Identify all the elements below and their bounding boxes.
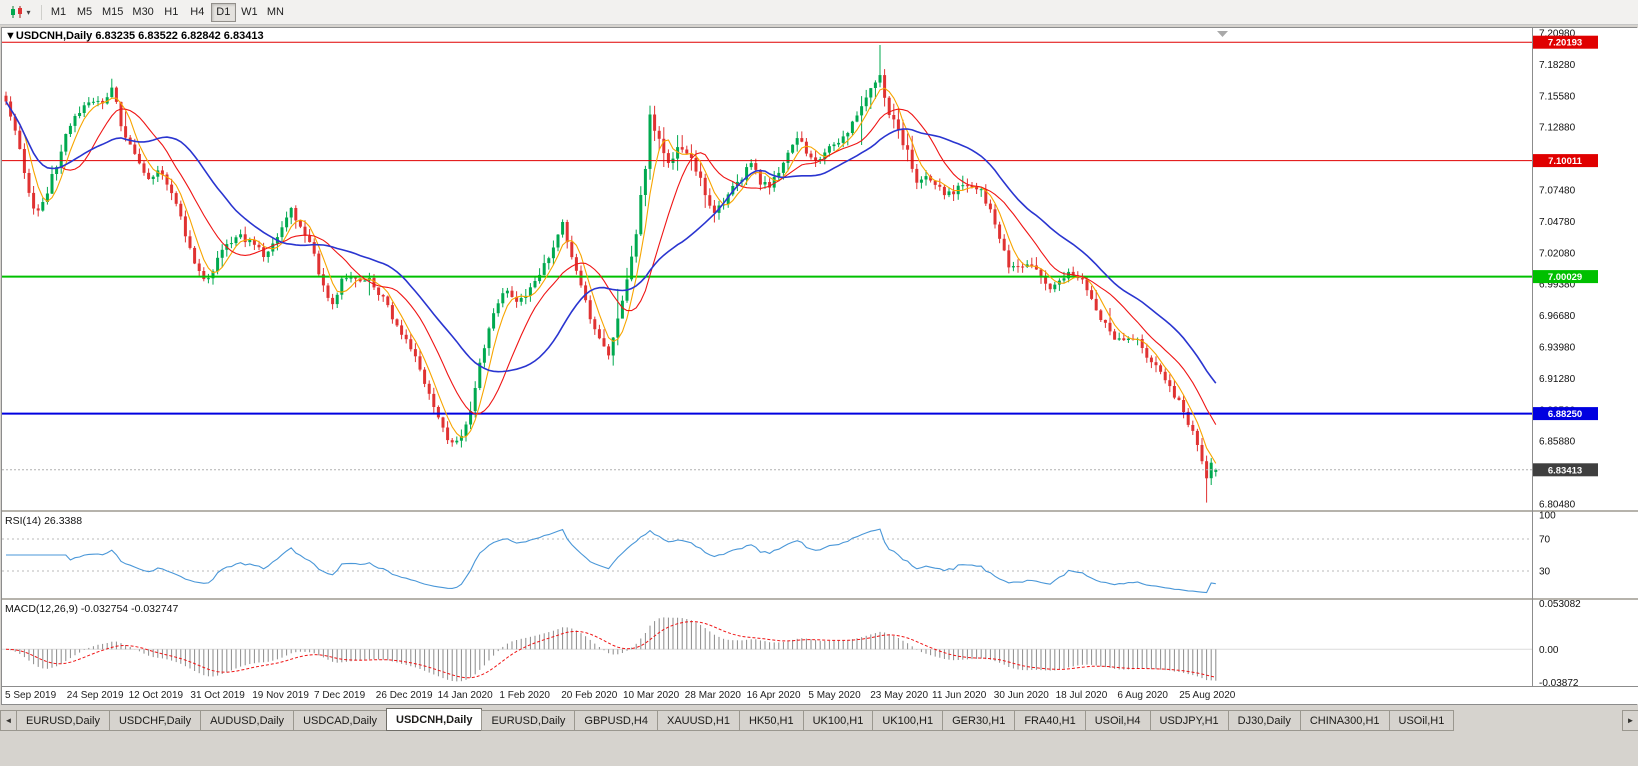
rsi-line — [6, 528, 1216, 594]
timeframe-w1-button[interactable]: W1 — [237, 3, 262, 22]
date-label: 28 Mar 2020 — [685, 690, 742, 701]
macd-tick-label: -0.03872 — [1539, 678, 1579, 689]
date-label: 14 Jan 2020 — [438, 690, 493, 701]
date-label: 7 Dec 2019 — [314, 690, 366, 701]
tab-uk100-h1[interactable]: UK100,H1 — [802, 710, 874, 731]
tab-hk50-h1[interactable]: HK50,H1 — [738, 710, 804, 731]
tab-ger30-h1[interactable]: GER30,H1 — [942, 710, 1016, 731]
date-label: 16 Apr 2020 — [747, 690, 801, 701]
date-label: 23 May 2020 — [870, 690, 928, 701]
price-tag: 7.00029 — [1533, 270, 1598, 283]
price-tick-label: 6.80480 — [1539, 499, 1576, 510]
macd-histogram — [10, 617, 1217, 682]
price-tick-label: 6.85880 — [1539, 437, 1576, 448]
date-label: 6 Aug 2020 — [1117, 690, 1168, 701]
tab-scroll-left-button[interactable]: ◄ — [0, 710, 17, 731]
dropdown-caret-icon: ▾ — [26, 7, 31, 17]
rsi-label: RSI(14) 26.3388 — [5, 515, 82, 527]
timeframe-buttons: M1 M5 M15 M30 H1 H4 D1 W1 MN — [46, 2, 288, 22]
timeframe-m5-button[interactable]: M5 — [72, 3, 97, 22]
rsi-tick-label: 30 — [1539, 567, 1551, 578]
macd-tick-label: 0.053082 — [1539, 599, 1581, 610]
tab-dj30-daily[interactable]: DJ30,Daily — [1227, 710, 1301, 731]
chart-type-button[interactable]: ▾ — [3, 2, 37, 22]
timeframe-h4-button[interactable]: H4 — [185, 3, 210, 22]
macd-label: MACD(12,26,9) -0.032754 -0.032747 — [5, 603, 179, 615]
price-tick-label: 7.20980 — [1539, 29, 1576, 40]
date-label: 25 Aug 2020 — [1179, 690, 1236, 701]
price-tag: 7.20193 — [1533, 35, 1598, 49]
timeframe-m15-button[interactable]: M15 — [98, 3, 127, 22]
price-tick-label: 7.02080 — [1539, 248, 1576, 259]
date-label: 20 Feb 2020 — [561, 690, 618, 701]
tab-china300-h1[interactable]: CHINA300,H1 — [1299, 710, 1390, 731]
tab-fra40-h1[interactable]: FRA40,H1 — [1014, 710, 1086, 731]
ma-26-line — [5, 101, 1217, 384]
rsi-tick-label: 70 — [1539, 535, 1551, 546]
svg-text:7.10011: 7.10011 — [1548, 156, 1583, 167]
ma-13-line — [5, 101, 1217, 425]
price-tick-label: 7.15580 — [1539, 91, 1576, 102]
timeframe-d1-button[interactable]: D1 — [210, 2, 236, 22]
symbol-tabbar: ◄ EURUSD,Daily USDCHF,Daily AUDUSD,Daily US… — [0, 705, 1638, 731]
tab-uk100-h1[interactable]: UK100,H1 — [872, 710, 944, 731]
date-label: 26 Dec 2019 — [376, 690, 433, 701]
price-tag: 6.83413 — [1533, 463, 1598, 476]
timeframe-m30-button[interactable]: M30 — [128, 3, 157, 22]
svg-text:7.00029: 7.00029 — [1548, 272, 1582, 283]
toolbar-separator — [41, 4, 42, 20]
date-label: 10 Mar 2020 — [623, 690, 680, 701]
macd-signal-line — [5, 621, 1216, 679]
price-tick-label: 7.04780 — [1539, 217, 1576, 228]
tab-xauusd-h1[interactable]: XAUUSD,H1 — [656, 710, 740, 731]
date-label: 30 Jun 2020 — [994, 690, 1049, 701]
date-label: 5 Sep 2019 — [5, 690, 57, 701]
date-label: 31 Oct 2019 — [190, 690, 245, 701]
tab-usdcnh-daily[interactable]: USDCNH,Daily — [386, 708, 483, 731]
price-tick-label: 6.96680 — [1539, 311, 1576, 322]
timeframe-mn-button[interactable]: MN — [263, 3, 288, 22]
candlestick-chart-icon — [11, 6, 23, 18]
tab-usoil-h1[interactable]: USOil,H1 — [1388, 710, 1455, 731]
tab-usoil-h4[interactable]: USOil,H4 — [1084, 710, 1151, 731]
shift-end-marker — [1217, 31, 1228, 37]
macd-tick-label: 0.00 — [1539, 645, 1559, 656]
tab-eurusd-daily[interactable]: EURUSD,Daily — [481, 710, 576, 731]
tab-eurusd-daily[interactable]: EURUSD,Daily — [16, 710, 110, 731]
rsi-tick-label: 100 — [1539, 511, 1556, 522]
tab-scroll-right-button[interactable]: ► — [1622, 710, 1638, 731]
ma-5-line — [5, 87, 1217, 464]
date-label: 5 May 2020 — [808, 690, 861, 701]
svg-text:6.83413: 6.83413 — [1548, 465, 1582, 476]
date-label: 19 Nov 2019 — [252, 690, 309, 701]
price-tick-label: 6.91280 — [1539, 374, 1576, 385]
price-tick-label: 6.99380 — [1539, 280, 1576, 291]
svg-text:6.88250: 6.88250 — [1548, 409, 1582, 420]
date-label: 18 Jul 2020 — [1056, 690, 1108, 701]
date-label: 1 Feb 2020 — [499, 690, 550, 701]
date-label: 24 Sep 2019 — [67, 690, 124, 701]
timeframe-h1-button[interactable]: H1 — [159, 3, 184, 22]
chart-window: 7.209807.182807.155807.128807.101807.074… — [1, 27, 1638, 705]
svg-text:7.20193: 7.20193 — [1548, 38, 1582, 49]
chart-title-overlay: ▼USDCNH,Daily 6.83235 6.83522 6.82842 6.… — [5, 30, 264, 42]
tab-usdchf-daily[interactable]: USDCHF,Daily — [108, 710, 202, 731]
tab-gbpusd-h4[interactable]: GBPUSD,H4 — [574, 710, 658, 731]
tab-audusd-daily[interactable]: AUDUSD,Daily — [200, 710, 295, 731]
price-tick-label: 7.12880 — [1539, 123, 1576, 134]
symbol-tabs: EURUSD,Daily USDCHF,Daily AUDUSD,Daily USDC… — [16, 708, 1455, 731]
price-tag: 7.10011 — [1533, 154, 1598, 168]
price-tick-label: 7.18280 — [1539, 60, 1576, 71]
chart-canvas[interactable]: 7.209807.182807.155807.128807.101807.074… — [2, 28, 1638, 704]
bottom-strip — [0, 731, 1638, 766]
date-label: 12 Oct 2019 — [129, 690, 184, 701]
tab-usdcad-daily[interactable]: USDCAD,Daily — [293, 710, 388, 731]
timeframe-toolbar: ▾ M1 M5 M15 M30 H1 H4 D1 W1 MN — [0, 0, 1638, 25]
tab-usdjpy-h1[interactable]: USDJPY,H1 — [1149, 710, 1229, 731]
date-label: 11 Jun 2020 — [932, 690, 987, 701]
price-tick-label: 7.07480 — [1539, 185, 1576, 196]
timeframe-m1-button[interactable]: M1 — [46, 3, 71, 22]
price-tag: 6.88250 — [1533, 407, 1598, 421]
price-tick-label: 6.93980 — [1539, 342, 1576, 353]
